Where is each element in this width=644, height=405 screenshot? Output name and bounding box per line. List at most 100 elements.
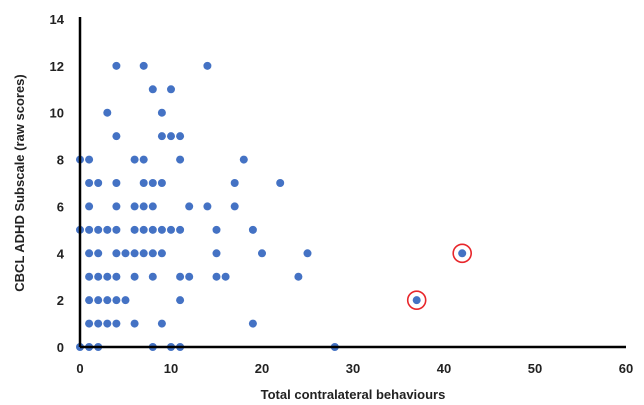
data-point: [239, 155, 248, 164]
data-point: [139, 61, 148, 70]
x-tick-label: 50: [528, 361, 542, 376]
data-point: [412, 296, 421, 305]
data-point: [276, 179, 285, 187]
data-point: [157, 108, 166, 117]
y-tick-label: 2: [57, 293, 64, 308]
data-point: [185, 272, 194, 281]
data-point: [85, 319, 94, 328]
data-point: [203, 61, 212, 70]
data-point: [85, 296, 94, 305]
y-tick-label: 0: [57, 340, 64, 355]
data-point: [176, 132, 185, 141]
data-point: [112, 249, 121, 258]
data-point: [103, 296, 112, 305]
data-point: [85, 272, 94, 281]
data-point: [148, 272, 157, 281]
data-point: [121, 296, 130, 305]
x-tick-label: 60: [619, 361, 633, 376]
data-point: [185, 202, 194, 211]
data-point: [203, 202, 212, 211]
data-point: [157, 179, 166, 187]
x-tick-label: 30: [346, 361, 360, 376]
data-point: [167, 85, 175, 94]
data-point: [103, 319, 112, 328]
data-point: [130, 272, 139, 281]
y-tick-label: 4: [57, 246, 65, 261]
x-tick-label: 40: [437, 361, 451, 376]
data-point: [130, 225, 139, 234]
data-point: [103, 108, 112, 117]
data-point: [248, 225, 257, 234]
data-point: [139, 202, 148, 211]
data-point: [167, 225, 175, 234]
data-point: [85, 249, 94, 258]
x-tick-label: 0: [76, 361, 83, 376]
data-point: [148, 225, 157, 234]
data-point: [176, 155, 185, 164]
data-point: [148, 179, 157, 187]
data-point: [94, 179, 103, 187]
data-point: [130, 155, 139, 164]
data-point: [258, 249, 266, 258]
data-point: [148, 202, 157, 211]
y-tick-label: 12: [50, 59, 64, 74]
data-point: [294, 272, 303, 281]
data-point: [157, 249, 166, 258]
data-point: [94, 319, 103, 328]
data-point: [139, 249, 148, 258]
x-axis-ticks: 0 10 20 30 40 50 60: [76, 361, 633, 376]
data-point: [458, 249, 467, 258]
data-point: [248, 319, 257, 328]
data-point: [303, 249, 312, 258]
y-axis-ticks: 0 2 4 6 8 10 12 14: [50, 12, 65, 355]
data-point: [176, 225, 185, 234]
data-point: [148, 85, 157, 94]
data-point: [176, 272, 185, 281]
data-point: [148, 249, 157, 258]
data-point: [103, 225, 112, 234]
data-point: [130, 319, 139, 328]
data-point: [112, 319, 121, 328]
data-point: [112, 296, 121, 305]
plot-marks: [76, 61, 473, 351]
x-tick-label: 10: [164, 361, 178, 376]
y-tick-label: 6: [57, 199, 64, 214]
x-axis-title: Total contralateral behaviours: [261, 387, 446, 402]
data-point: [85, 179, 94, 187]
data-point: [139, 179, 148, 187]
data-point: [121, 249, 130, 258]
y-axis-title: CBCL ADHD Subscale (raw scores): [12, 74, 27, 291]
data-point: [85, 155, 94, 164]
data-point: [112, 61, 121, 70]
data-point: [85, 225, 94, 234]
data-point: [112, 179, 121, 187]
data-point: [130, 202, 139, 211]
data-point: [139, 225, 148, 234]
data-point: [85, 202, 94, 211]
data-point: [94, 249, 103, 258]
data-point: [130, 249, 139, 258]
data-point: [221, 272, 230, 281]
data-point: [167, 132, 175, 141]
data-point: [157, 132, 166, 141]
highlight-ring: [406, 290, 427, 310]
data-point: [230, 179, 239, 187]
data-point: [176, 296, 185, 305]
data-point: [212, 225, 221, 234]
data-point: [112, 225, 121, 234]
x-tick-label: 20: [255, 361, 269, 376]
data-point: [94, 272, 103, 281]
data-point: [94, 296, 103, 305]
data-point: [112, 202, 121, 211]
data-point: [112, 132, 121, 141]
data-point: [157, 319, 166, 328]
y-tick-label: 10: [50, 106, 64, 121]
data-point: [212, 272, 221, 281]
highlight-ring: [452, 243, 473, 264]
data-point: [94, 225, 103, 234]
data-point: [112, 272, 121, 281]
y-tick-label: 14: [50, 12, 65, 27]
data-point: [139, 155, 148, 164]
y-tick-label: 8: [57, 153, 64, 168]
